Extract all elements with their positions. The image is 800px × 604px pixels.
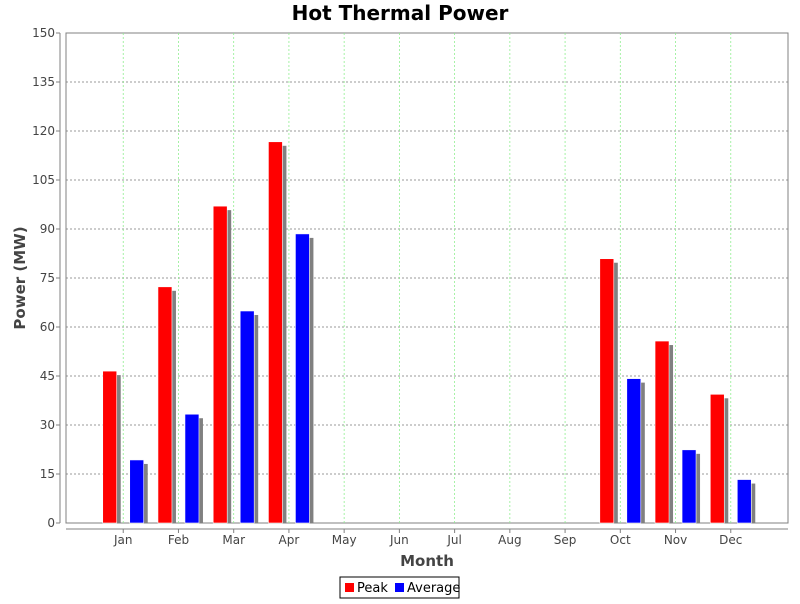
y-axis: 0 15 30 45 60 75 90 105 120 135 150 xyxy=(32,26,61,530)
y-tick-label: 150 xyxy=(32,26,55,40)
y-tick-label: 0 xyxy=(47,516,55,530)
x-axis-label: Month xyxy=(400,552,454,570)
bar-peak-apr xyxy=(268,141,283,524)
x-tick-label: Jan xyxy=(113,533,133,547)
x-tick-label: Apr xyxy=(279,533,300,547)
x-tick-label: May xyxy=(332,533,357,547)
bar-average-nov xyxy=(681,449,697,524)
x-tick-label: Jul xyxy=(446,533,461,547)
y-tick-label: 135 xyxy=(32,75,55,89)
bar-average-oct xyxy=(626,378,642,524)
legend-label-average: Average xyxy=(407,581,460,596)
y-tick-label: 15 xyxy=(40,467,55,481)
bar-peak-nov xyxy=(654,340,670,524)
x-tick-label: Aug xyxy=(498,533,521,547)
legend-swatch-average xyxy=(395,583,404,592)
x-tick-label: Nov xyxy=(664,533,687,547)
bar-average-feb xyxy=(184,413,200,524)
x-tick-label: Oct xyxy=(610,533,631,547)
bar-peak-mar xyxy=(212,205,228,524)
bar-peak-feb xyxy=(157,286,173,524)
bar-average-apr xyxy=(295,233,310,524)
bar-average-dec xyxy=(736,479,752,524)
y-tick-label: 105 xyxy=(32,173,55,187)
bars xyxy=(102,141,756,524)
y-tick-label: 75 xyxy=(40,271,55,285)
chart-title: Hot Thermal Power xyxy=(292,1,509,25)
y-tick-label: 120 xyxy=(32,124,55,138)
x-tick-label: Jun xyxy=(389,533,409,547)
bar-peak-jan xyxy=(102,370,118,524)
bar-peak-oct xyxy=(599,258,615,524)
y-tick-label: 30 xyxy=(40,418,55,432)
x-tick-label: Sep xyxy=(554,533,577,547)
y-tick-label: 45 xyxy=(40,369,55,383)
x-axis: Jan Feb Mar Apr May Jun Jul Aug Sep Oct Nov Dec xyxy=(66,528,788,547)
bar-average-mar xyxy=(239,310,255,524)
x-tick-label: Feb xyxy=(168,533,189,547)
legend: Peak Average xyxy=(339,576,460,599)
x-tick-label: Dec xyxy=(719,533,742,547)
bar-average-jan xyxy=(129,459,145,524)
legend-swatch-peak xyxy=(345,583,354,592)
x-tick-label: Mar xyxy=(222,533,245,547)
y-tick-label: 90 xyxy=(40,222,55,236)
y-axis-label: Power (MW) xyxy=(11,226,29,329)
bar-peak-dec xyxy=(709,393,725,524)
legend-label-peak: Peak xyxy=(357,581,388,596)
y-tick-label: 60 xyxy=(40,320,55,334)
